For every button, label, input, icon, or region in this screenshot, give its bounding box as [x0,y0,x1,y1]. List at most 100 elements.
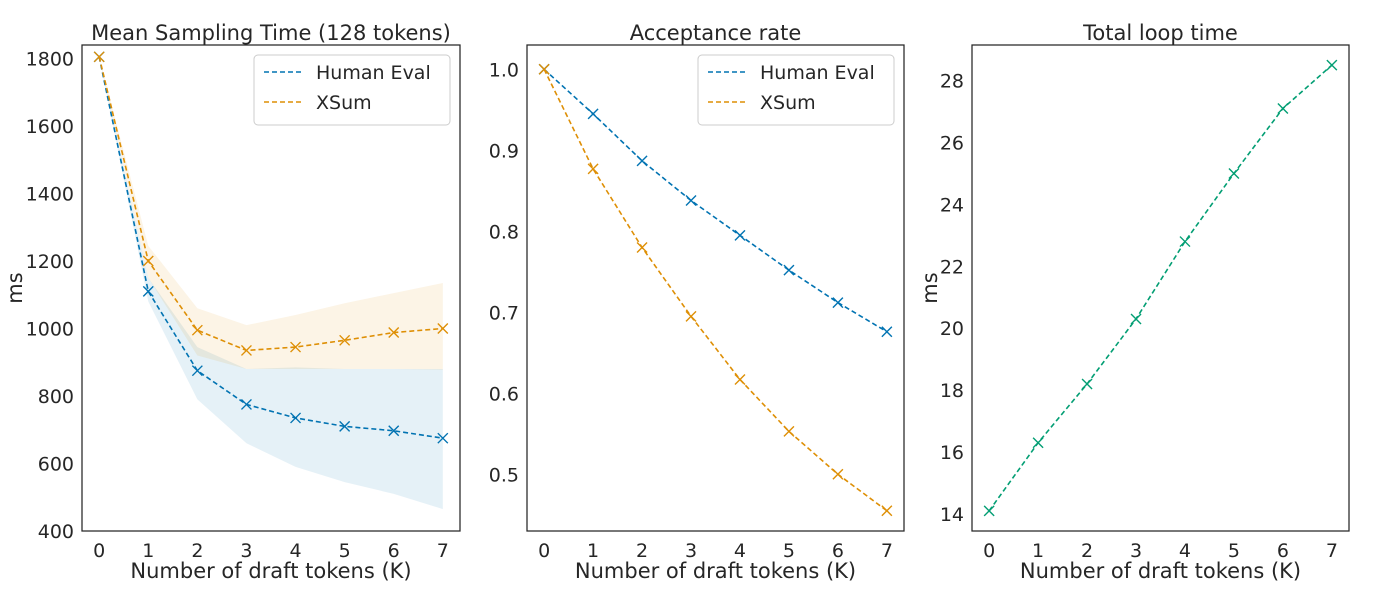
legend-label: XSum [760,92,816,114]
legend-label: Human Eval [760,62,875,84]
data-point-marker [983,505,995,517]
x-tick-label: 1 [1032,540,1044,562]
data-point-marker [734,229,746,241]
plot-area-frame [526,44,905,532]
x-tick-label: 6 [1277,540,1289,562]
panel-title: Mean Sampling Time (128 tokens) [91,21,451,45]
y-tick-label: 18 [940,380,964,402]
y-tick-label: 1200 [26,251,74,273]
panel-title: Acceptance rate [630,21,802,45]
y-tick-label: 14 [940,504,964,526]
data-point-marker [832,468,844,480]
x-tick-label: 5 [339,540,351,562]
data-point-marker [1277,102,1289,114]
data-point-marker [290,341,302,353]
data-point-marker [290,412,302,424]
data-point-marker [685,310,697,322]
y-tick-label: 22 [940,256,964,278]
series-1 [983,59,1338,517]
data-point-marker [685,195,697,207]
x-tick-label: 3 [240,540,252,562]
data-point-marker [636,155,648,167]
data-point-marker [191,324,203,336]
y-tick-label: 0.8 [489,221,519,243]
data-point-marker [1326,59,1338,71]
series-band-2 [99,56,443,370]
data-point-marker [1228,167,1240,179]
y-axis-label: ms [918,272,942,303]
data-point-marker [881,505,893,517]
data-point-marker [142,255,154,267]
y-tick-label: 0.5 [489,464,519,486]
data-point-marker [388,327,400,339]
y-tick-label: 1800 [26,49,74,71]
series-line [543,68,888,333]
series-2 [538,63,893,517]
x-tick-label: 7 [881,540,893,562]
legend-box [253,54,451,126]
x-tick-label: 1 [142,540,154,562]
x-tick-label: 2 [636,540,648,562]
panel-title: Total loop time [1082,21,1238,45]
y-tick-label: 0.9 [489,140,519,162]
y-tick-label: 1400 [26,184,74,206]
y-tick-label: 1600 [26,116,74,138]
x-tick-label: 6 [832,540,844,562]
legend: Human Eval XSum [697,54,895,126]
data-point-marker [240,398,252,410]
legend: Human Eval XSum [253,54,451,126]
y-tick-label: 400 [38,521,74,543]
data-point-marker [1130,313,1142,325]
plot-area-frame [81,44,461,532]
x-tick-label: 2 [191,540,203,562]
data-point-marker [93,51,105,63]
data-point-marker [437,432,449,444]
x-axis-label: Number of draft tokens (K) [575,559,856,583]
x-tick-label: 6 [388,540,400,562]
data-point-marker [240,344,252,356]
legend-box [697,54,895,126]
x-tick-label: 5 [783,540,795,562]
series-2 [93,51,449,356]
series-line [543,68,888,512]
y-tick-label: 1.0 [489,59,519,81]
chart-panel-3: 0 1 2 3 4 5 6 7 14 16 18 20 22 24 26 28 Total loop time N… [918,21,1350,583]
x-tick-label: 1 [587,540,599,562]
data-point-marker [587,108,599,120]
data-point-marker [339,420,351,432]
y-tick-label: 800 [38,386,74,408]
y-tick-label: 600 [38,454,74,476]
legend-label: XSum [316,92,372,114]
series-band-1 [99,56,443,510]
y-tick-label: 24 [940,194,964,216]
x-tick-label: 4 [1179,540,1191,562]
y-tick-label: 0.7 [489,302,519,324]
chart-panel-1: 0 1 2 3 4 5 6 7 400 600 800 1000 1200 1400 1600 1800 Mea… [3,21,461,583]
x-tick-label: 2 [1081,540,1093,562]
data-point-marker [881,326,893,338]
data-point-marker [339,334,351,346]
y-tick-label: 16 [940,442,964,464]
y-tick-label: 20 [940,318,964,340]
data-point-marker [783,264,795,276]
legend-label: Human Eval [316,62,431,84]
plot-area-frame [971,44,1350,532]
y-tick-label: 1000 [26,319,74,341]
x-axis-label: Number of draft tokens (K) [1020,559,1301,583]
y-tick-label: 26 [940,133,964,155]
data-point-marker [1032,437,1044,449]
x-tick-label: 4 [289,540,301,562]
data-point-marker [388,425,400,437]
chart-panel-2: 0 1 2 3 4 5 6 7 0.5 0.6 0.7 0.8 0.9 1.0 Acceptance rat… [489,21,905,583]
series-line [988,64,1333,512]
x-tick-label: 7 [1326,540,1338,562]
series-line [98,56,443,352]
data-point-marker [636,242,648,253]
data-point-marker [1081,378,1093,390]
x-tick-label: 3 [685,540,697,562]
data-point-marker [1179,236,1191,248]
x-tick-label: 0 [93,540,105,562]
data-point-marker [734,374,746,386]
data-point-marker [142,285,154,297]
y-tick-label: 0.6 [489,383,519,405]
